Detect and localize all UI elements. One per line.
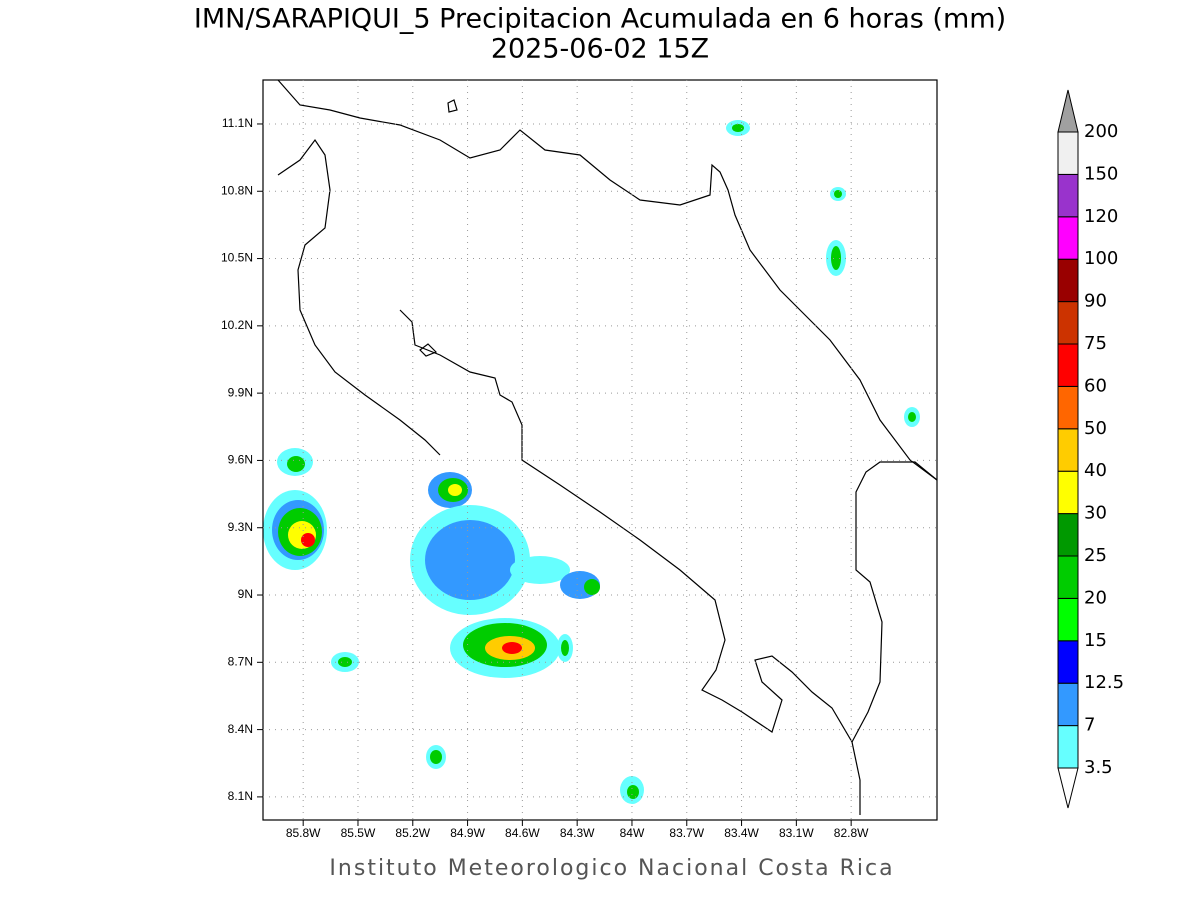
colorbar-label: 3.5 <box>1084 757 1113 778</box>
coastlines <box>277 79 938 815</box>
colorbar-swatch <box>1057 513 1079 557</box>
y-tick-label: 8.4N <box>228 722 253 736</box>
x-tick-label: 83.4W <box>724 826 759 840</box>
colorbar-label: 200 <box>1084 121 1118 142</box>
footer: Instituto Meteorologico Nacional Costa R… <box>329 856 894 881</box>
colorbar-swatch <box>1057 640 1079 684</box>
x-tick-label: 82.8W <box>834 826 869 840</box>
y-tick-label: 8.7N <box>228 654 253 668</box>
y-tick-label: 10.2N <box>221 318 253 332</box>
y-tick-label: 10.5N <box>221 251 253 265</box>
colorbar-swatch <box>1057 470 1079 515</box>
title: IMN/SARAPIQUI_5 Precipitacion Acumulada … <box>194 4 1006 35</box>
colorbar-label: 30 <box>1084 503 1107 524</box>
colorbar-label: 25 <box>1084 545 1107 566</box>
colorbar-label: 12.5 <box>1084 672 1124 693</box>
colorbar-label: 120 <box>1084 206 1118 227</box>
colorbar-swatch <box>1057 725 1079 769</box>
colorbar-label: 150 <box>1084 163 1118 184</box>
precip-field <box>262 79 938 821</box>
colorbar-swatch <box>1057 131 1079 175</box>
colorbar-swatch <box>1057 428 1079 472</box>
colorbar-label: 60 <box>1084 375 1107 396</box>
colorbar-over <box>1057 89 1079 133</box>
x-tick-label: 85.5W <box>341 826 376 840</box>
colorbar-swatch <box>1057 173 1079 218</box>
colorbar-label: 100 <box>1084 248 1118 269</box>
colorbar-swatch <box>1057 258 1079 303</box>
rain-blobs <box>263 120 920 804</box>
x-tick-label: 84.6W <box>505 826 540 840</box>
colorbar-swatch <box>1057 555 1079 599</box>
colorbar-label: 50 <box>1084 418 1107 439</box>
y-tick-label: 9.9N <box>228 385 253 399</box>
y-tick-label: 9.3N <box>228 520 253 534</box>
colorbar-swatch <box>1057 216 1079 260</box>
colorbar-swatch <box>1057 301 1079 345</box>
x-tick-label: 84.9W <box>450 826 485 840</box>
x-tick-label: 85.2W <box>395 826 430 840</box>
x-tick-label: 83.7W <box>669 826 704 840</box>
colorbar-label: 75 <box>1084 333 1107 354</box>
colorbar-swatch <box>1057 385 1079 430</box>
colorbar-label: 7 <box>1084 715 1095 736</box>
colorbar-swatch <box>1057 682 1079 727</box>
x-tick-label: 84.3W <box>560 826 595 840</box>
colorbar-label: 90 <box>1084 291 1107 312</box>
x-tick-label: 84W <box>620 826 645 840</box>
colorbar-label: 20 <box>1084 587 1107 608</box>
x-tick-label: 85.8W <box>286 826 321 840</box>
subtitle: 2025-06-02 15Z <box>491 34 709 65</box>
colorbar-swatch <box>1057 597 1079 642</box>
colorbar-label: 15 <box>1084 630 1107 651</box>
y-tick-label: 10.8N <box>221 183 253 197</box>
colorbar-under <box>1057 767 1079 809</box>
colorbar-label: 40 <box>1084 460 1107 481</box>
x-tick-label: 83.1W <box>779 826 814 840</box>
colorbar-swatch <box>1057 343 1079 387</box>
y-tick-label: 8.1N <box>228 789 253 803</box>
y-tick-label: 11.1N <box>222 116 253 130</box>
y-tick-label: 9N <box>238 587 253 601</box>
plot-frame <box>262 79 938 821</box>
y-tick-label: 9.6N <box>228 453 253 467</box>
